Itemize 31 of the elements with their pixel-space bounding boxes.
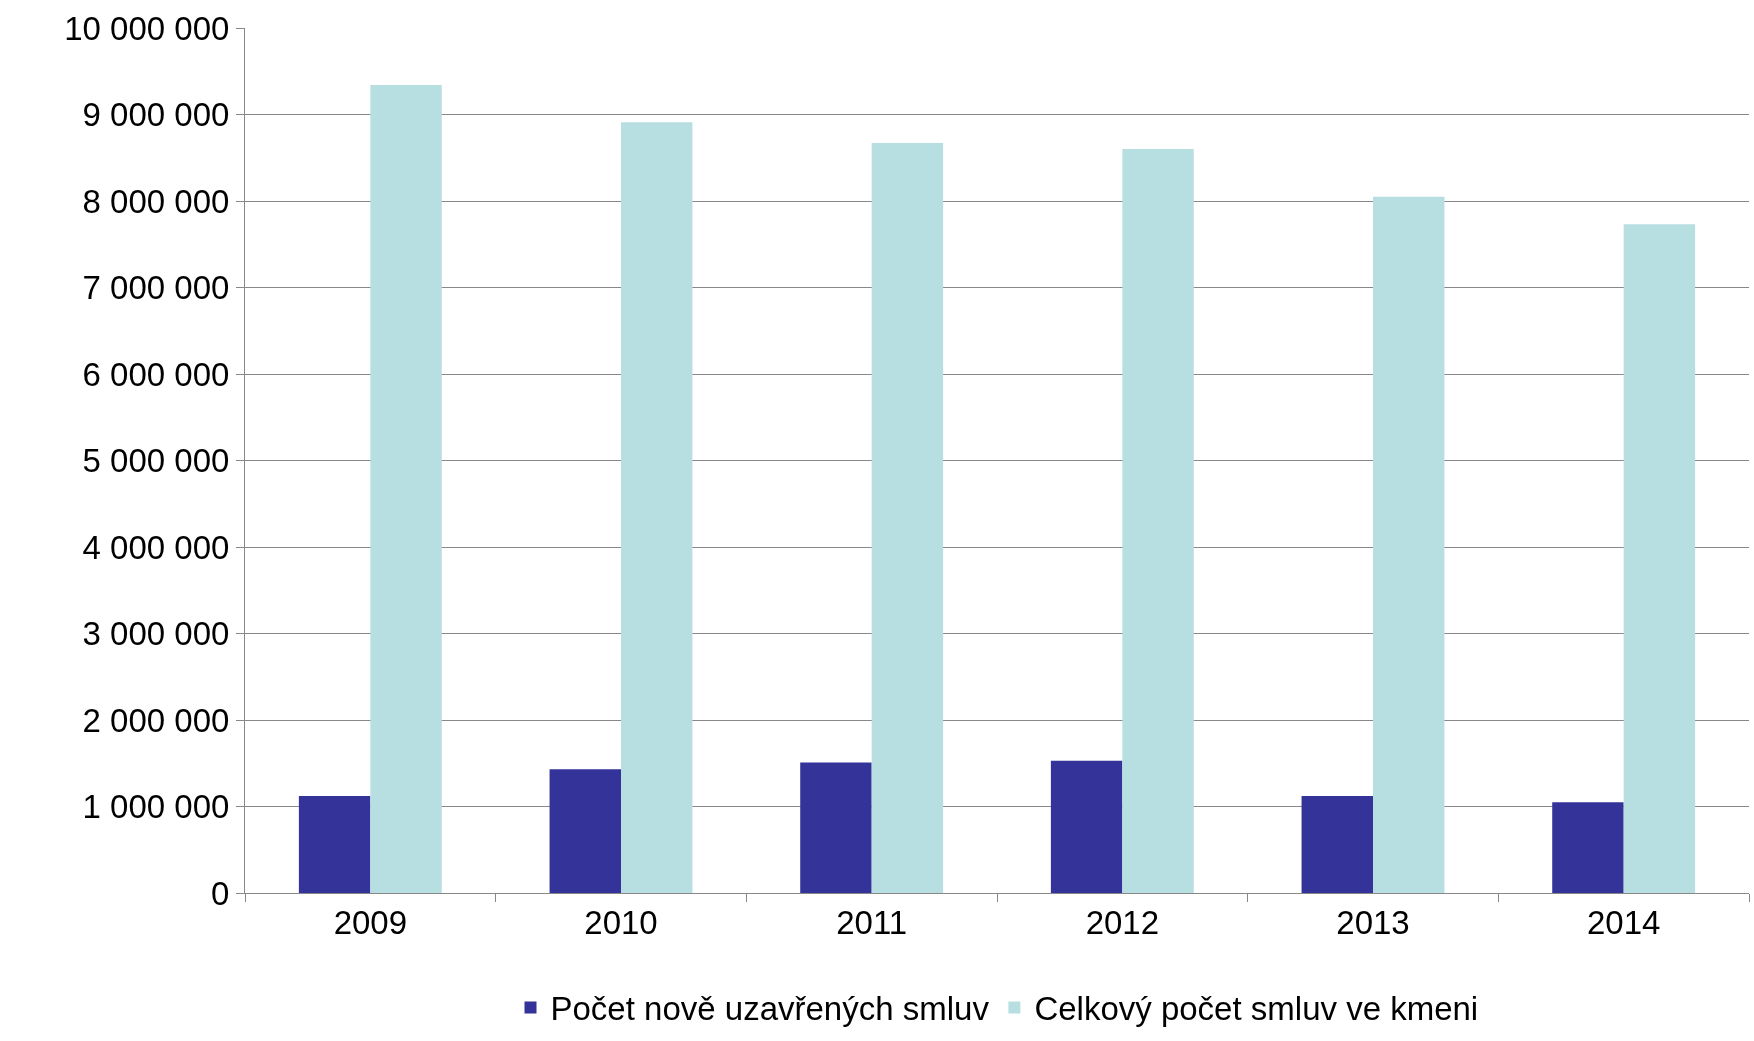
bar <box>1373 196 1445 893</box>
bar <box>1623 224 1696 893</box>
y-tick-label: 1 000 000 <box>82 788 230 826</box>
y-tick-label: 4 000 000 <box>82 528 230 566</box>
y-tick-label: 6 000 000 <box>82 355 230 393</box>
x-tick-label: 2010 <box>584 903 658 941</box>
legend-label: Počet nově uzavřených smluv <box>550 990 990 1028</box>
x-tick-label: 2013 <box>1336 903 1410 941</box>
x-tick-label: 2014 <box>1586 903 1661 941</box>
bar <box>1301 796 1373 893</box>
bar <box>621 122 693 893</box>
x-tick-label: 2011 <box>836 903 908 941</box>
y-tick-label: 7 000 000 <box>82 269 230 307</box>
bar <box>800 762 872 893</box>
bar <box>1050 760 1123 893</box>
x-tick-label: 2009 <box>333 903 408 941</box>
y-tick-label: 2 000 000 <box>82 701 230 739</box>
y-tick-label: 3 000 000 <box>82 615 230 653</box>
y-tick-label: 8 000 000 <box>82 182 230 220</box>
bar <box>1552 802 1624 893</box>
x-tick-label: 2012 <box>1085 903 1160 941</box>
legend-label: Celkový počet smluv ve kmeni <box>1034 990 1479 1028</box>
y-tick-label: 9 000 000 <box>82 96 230 134</box>
y-tick-label: 0 <box>211 874 230 912</box>
bar <box>298 796 371 893</box>
bar <box>871 143 944 893</box>
bar <box>549 769 621 893</box>
bar <box>370 85 442 893</box>
bar <box>1122 149 1194 893</box>
y-tick-label: 5 000 000 <box>82 442 230 480</box>
y-tick-label: 10 000 000 <box>64 9 230 47</box>
